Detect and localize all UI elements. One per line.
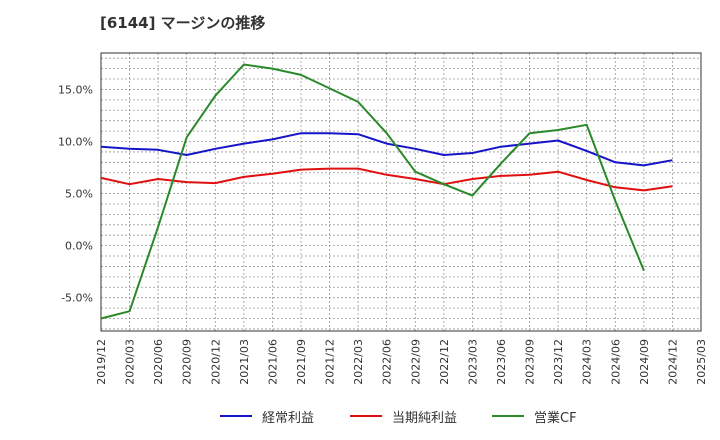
- y-tick-label: 0.0%: [65, 240, 93, 253]
- x-tick-label: 2021/03: [238, 339, 251, 385]
- plot-background: [101, 53, 701, 331]
- x-tick-label: 2024/12: [666, 339, 679, 385]
- x-tick-label: 2024/09: [638, 339, 651, 385]
- x-tick-label: 2022/06: [381, 339, 394, 385]
- x-tick-label: 2025/03: [695, 339, 708, 385]
- legend-label-series-2: 当期純利益: [392, 410, 458, 426]
- legend-item-series-3: 営業CF: [492, 404, 577, 428]
- plot-area: -5.0% 0.0% 5.0% 10.0% 15.0% 2019/12 2020/03 202…: [58, 52, 708, 385]
- x-tick-label: 2022/03: [352, 339, 365, 385]
- x-tick-label: 2021/09: [295, 339, 308, 385]
- legend: 経常利益 当期純利益 営業CF: [0, 404, 720, 428]
- x-tick-label: 2023/06: [495, 339, 508, 385]
- x-tick-label: 2019/12: [95, 339, 108, 385]
- x-tick-label: 2022/12: [438, 339, 451, 385]
- x-tick-label: 2024/03: [581, 339, 594, 385]
- y-tick-label: -5.0%: [61, 292, 93, 305]
- x-tick-label: 2021/06: [266, 339, 279, 385]
- legend-label-series-1: 経常利益: [262, 410, 315, 426]
- legend-swatch-series-2: [350, 415, 382, 417]
- legend-swatch-series-3: [492, 415, 524, 417]
- legend-swatch-series-1: [220, 415, 252, 417]
- y-tick-label: 5.0%: [65, 188, 93, 201]
- x-tick-label: 2020/03: [124, 339, 137, 385]
- y-tick-label: 15.0%: [58, 83, 93, 96]
- x-tick-label: 2023/12: [552, 339, 565, 385]
- x-tick-label: 2021/12: [324, 339, 337, 385]
- x-tick-label: 2020/09: [181, 339, 194, 385]
- plot-border: [100, 52, 702, 332]
- legend-item-series-1: 経常利益: [220, 404, 314, 428]
- legend-label-series-3: 営業CF: [534, 410, 577, 426]
- x-tick-label: 2020/12: [209, 339, 222, 385]
- x-tick-label: 2023/03: [466, 339, 479, 385]
- y-tick-label: 10.0%: [58, 136, 93, 149]
- series-line-3: [100, 63, 645, 320]
- x-tick-label: 2022/09: [409, 339, 422, 385]
- x-tick-label: 2024/06: [609, 339, 622, 385]
- x-tick-label: 2020/06: [152, 339, 165, 385]
- legend-item-series-2: 当期純利益: [350, 404, 457, 428]
- x-tick-label: 2023/09: [524, 339, 537, 385]
- chart-title: [6144] マージンの推移: [100, 14, 266, 32]
